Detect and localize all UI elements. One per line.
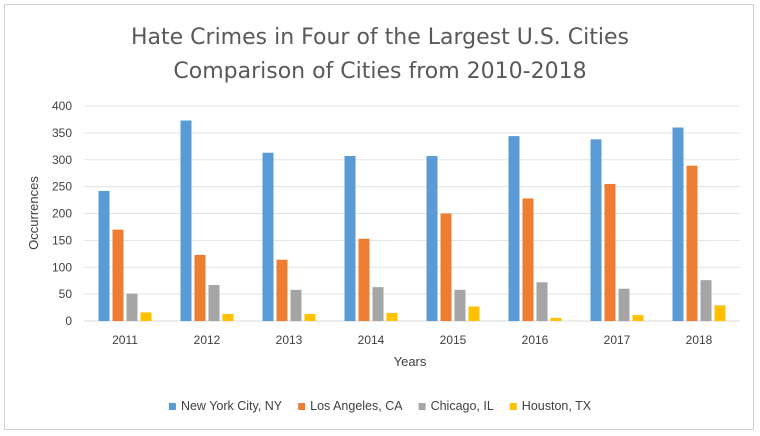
bar-chicago-il-2015 — [454, 289, 466, 321]
bar-new-york-city-ny-2014 — [344, 155, 356, 321]
bar-new-york-city-ny-2012 — [180, 120, 192, 321]
bar-chicago-il-2017 — [618, 288, 630, 321]
legend-label: Houston, TX — [522, 399, 592, 413]
y-tick-label: 250 — [52, 180, 72, 194]
bar-new-york-city-ny-2018 — [672, 127, 684, 321]
bar-los-angeles-ca-2015 — [440, 213, 452, 321]
legend-swatch — [298, 403, 306, 410]
bar-chicago-il-2014 — [372, 287, 384, 321]
y-tick-label: 50 — [59, 287, 73, 301]
bar-los-angeles-ca-2018 — [686, 165, 698, 321]
x-tick-label: 2017 — [604, 333, 631, 347]
x-tick-label: 2018 — [686, 333, 713, 347]
y-axis-ticks: 0 50 100 150 200 250 300 350 400 — [52, 99, 72, 328]
bar-los-angeles-ca-2012 — [194, 254, 206, 321]
bar-houston-tx-2018 — [714, 305, 726, 321]
bar-los-angeles-ca-2016 — [522, 198, 534, 321]
x-tick-label: 2016 — [522, 333, 549, 347]
legend-label: New York City, NY — [181, 399, 283, 413]
y-tick-label: 400 — [52, 99, 72, 113]
gridlines — [84, 105, 740, 322]
bar-houston-tx-2016 — [550, 317, 562, 321]
bar-chicago-il-2018 — [700, 280, 712, 321]
bar-houston-tx-2012 — [222, 314, 234, 321]
bar-new-york-city-ny-2016 — [508, 136, 520, 321]
bar-new-york-city-ny-2017 — [590, 139, 602, 321]
bar-houston-tx-2013 — [304, 314, 316, 321]
x-tick-label: 2012 — [194, 333, 221, 347]
chart-title: Hate Crimes in Four of the Largest U.S. … — [131, 25, 629, 84]
bar-los-angeles-ca-2017 — [604, 183, 616, 321]
bar-new-york-city-ny-2015 — [426, 155, 438, 321]
y-tick-label: 200 — [52, 207, 72, 221]
bar-houston-tx-2017 — [632, 315, 644, 321]
y-axis-title: Occurrences — [26, 176, 41, 250]
legend: New York City, NY Los Angeles, CA Chicago,… — [168, 399, 592, 413]
y-tick-label: 350 — [52, 126, 72, 140]
chart-title-line-2: Comparison of Cities from 2010-2018 — [173, 59, 586, 84]
bar-houston-tx-2014 — [386, 312, 398, 321]
bar-chicago-il-2016 — [536, 282, 548, 321]
bar-new-york-city-ny-2011 — [98, 190, 110, 321]
legend-label: Chicago, IL — [431, 399, 494, 413]
x-tick-label: 2013 — [276, 333, 303, 347]
y-tick-label: 100 — [52, 260, 72, 274]
legend-swatch — [168, 403, 176, 410]
bar-los-angeles-ca-2013 — [276, 259, 288, 321]
legend-swatch — [418, 403, 426, 410]
legend-label: Los Angeles, CA — [310, 399, 403, 413]
bar-new-york-city-ny-2013 — [262, 152, 274, 321]
x-axis-title: Years — [394, 354, 427, 369]
legend-swatch — [509, 403, 517, 410]
bar-houston-tx-2011 — [140, 312, 152, 321]
bar-los-angeles-ca-2014 — [358, 238, 370, 321]
bars — [98, 120, 726, 321]
x-tick-label: 2011 — [112, 333, 138, 347]
y-tick-label: 300 — [52, 153, 72, 167]
chart-frame — [4, 4, 754, 430]
bar-chicago-il-2013 — [290, 289, 302, 321]
y-tick-label: 0 — [65, 314, 72, 328]
bar-houston-tx-2015 — [468, 306, 480, 321]
chart-title-line-1: Hate Crimes in Four of the Largest U.S. … — [131, 25, 629, 50]
x-tick-label: 2014 — [358, 333, 385, 347]
y-tick-label: 150 — [52, 233, 72, 247]
bar-chicago-il-2012 — [208, 284, 220, 321]
bar-los-angeles-ca-2011 — [112, 229, 124, 321]
x-axis-ticks: 2011 2012 2013 2014 2015 2016 2017 2018 — [112, 333, 713, 347]
bar-chicago-il-2011 — [126, 293, 138, 321]
x-tick-label: 2015 — [440, 333, 467, 347]
